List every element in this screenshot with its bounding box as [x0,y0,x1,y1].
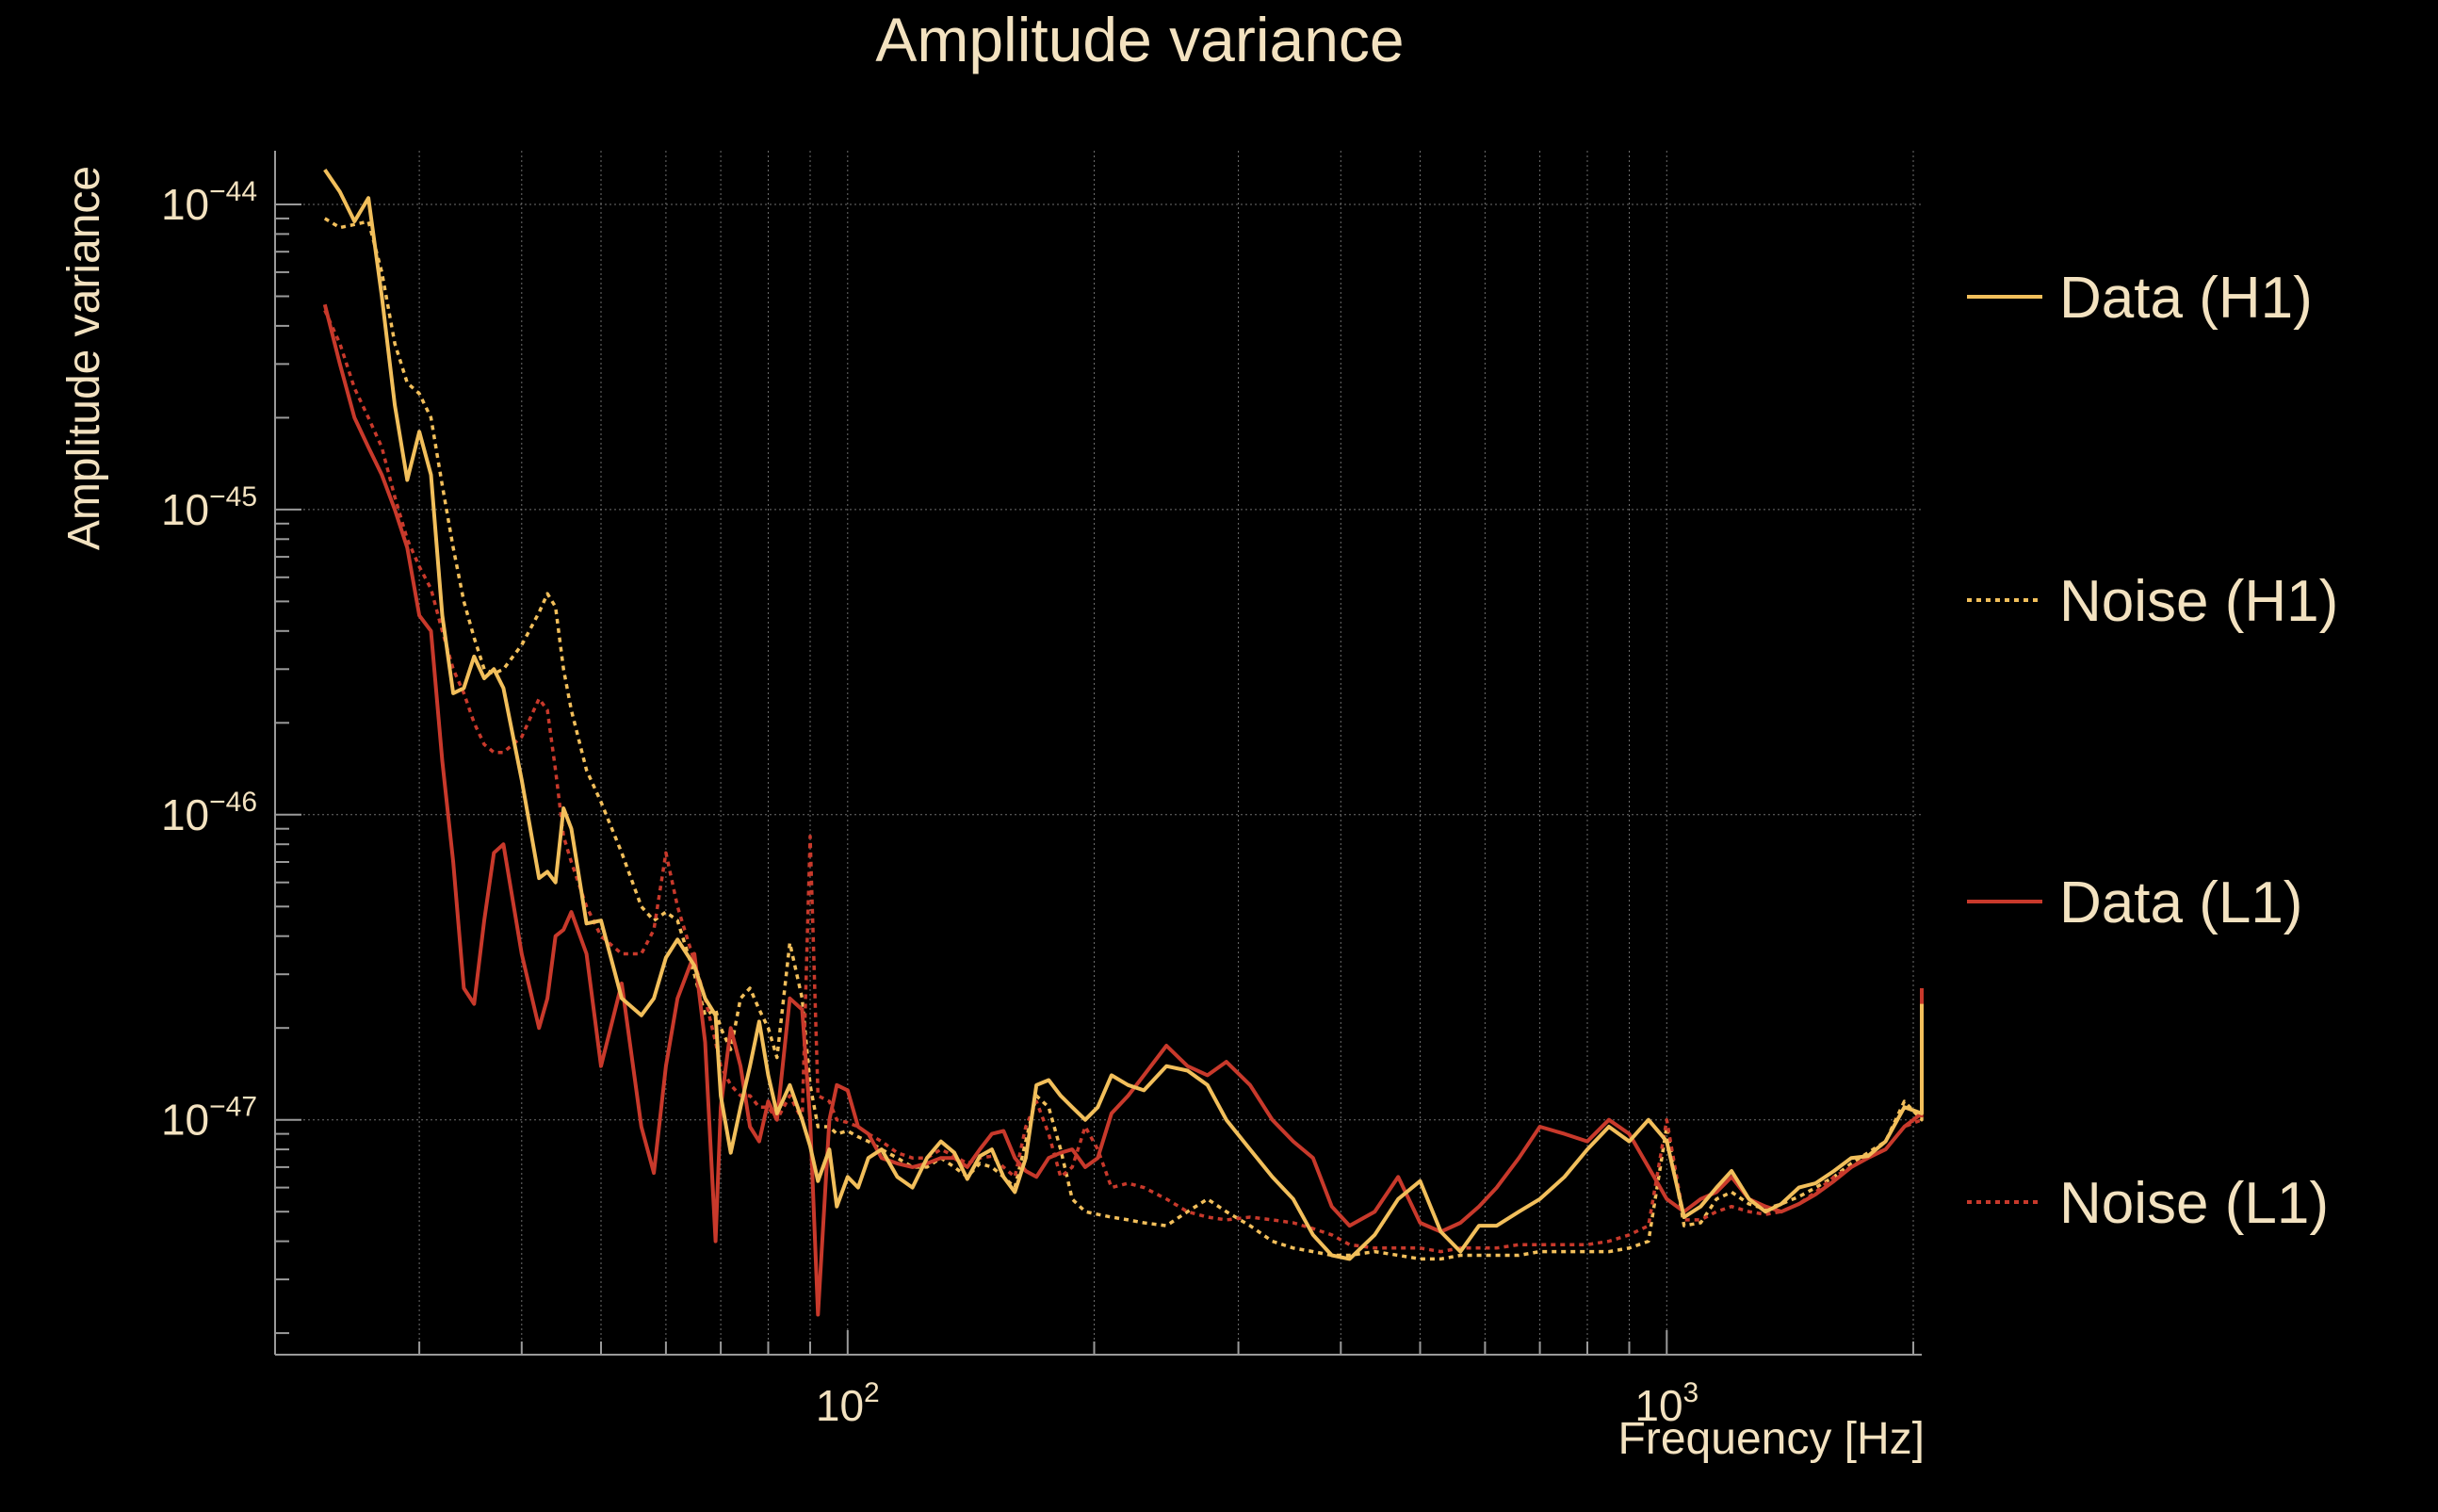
y-tick-label: 10−46 [161,787,257,839]
tick-marks [274,203,1914,1355]
legend-item-noise-h1: Noise (H1) [1967,569,2338,634]
legend-label: Data (H1) [2059,266,2313,331]
legend-item-data-h1: Data (H1) [1967,266,2313,331]
chart-title: Amplitude variance [875,5,1404,74]
legend: Data (H1) Noise (H1) Data (L1) Noise (L1) [1967,266,2338,1236]
y-axis-label: Amplitude variance [59,166,109,550]
legend-label: Data (L1) [2059,870,2302,935]
series-line-noise-h1 [323,217,1924,1261]
legend-item-noise-l1: Noise (L1) [1967,1171,2329,1236]
legend-item-data-l1: Data (L1) [1967,870,2302,935]
x-tick-label: 102 [816,1377,880,1430]
tick-labels: 10−47 10−46 10−45 10−44 102 103 [161,176,1698,1430]
y-tick-label: 10−44 [161,176,257,229]
y-tick-label: 10−47 [161,1092,257,1145]
legend-label: Noise (H1) [2059,569,2338,634]
x-tick-label: 103 [1634,1377,1698,1430]
x-axis-label: Frequency [Hz] [1618,1414,1925,1464]
series-lines [322,168,1924,1317]
series-line-data-h1 [323,168,1924,1261]
series-line-noise-l1 [323,309,1924,1254]
axes-frame [274,151,1922,1356]
legend-label: Noise (L1) [2059,1171,2329,1236]
y-tick-label: 10−45 [161,481,257,534]
